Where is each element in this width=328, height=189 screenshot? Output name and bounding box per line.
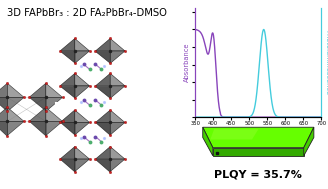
Polygon shape	[46, 97, 63, 112]
Polygon shape	[304, 127, 314, 156]
Polygon shape	[210, 129, 258, 139]
Polygon shape	[46, 107, 63, 121]
Polygon shape	[95, 86, 110, 98]
Polygon shape	[60, 147, 75, 159]
X-axis label: Wavelength (nm): Wavelength (nm)	[229, 128, 287, 134]
Polygon shape	[95, 147, 110, 159]
Polygon shape	[29, 83, 46, 97]
Polygon shape	[110, 159, 125, 172]
Polygon shape	[29, 107, 46, 121]
Polygon shape	[60, 122, 75, 135]
Polygon shape	[110, 122, 125, 135]
Polygon shape	[7, 97, 24, 112]
Polygon shape	[95, 73, 110, 86]
Polygon shape	[60, 86, 75, 98]
Polygon shape	[75, 86, 90, 98]
Polygon shape	[60, 159, 75, 172]
Polygon shape	[7, 107, 24, 121]
Polygon shape	[110, 51, 125, 64]
Polygon shape	[75, 73, 90, 86]
Polygon shape	[29, 121, 46, 136]
Polygon shape	[110, 73, 125, 86]
Polygon shape	[110, 110, 125, 122]
Polygon shape	[0, 107, 7, 121]
Polygon shape	[60, 39, 75, 51]
Polygon shape	[95, 159, 110, 172]
Polygon shape	[203, 127, 314, 148]
Polygon shape	[0, 121, 7, 136]
Polygon shape	[60, 51, 75, 64]
Polygon shape	[95, 110, 110, 122]
Polygon shape	[75, 122, 90, 135]
Polygon shape	[95, 39, 110, 51]
Text: PLQY = 35.7%: PLQY = 35.7%	[215, 170, 302, 180]
Polygon shape	[110, 147, 125, 159]
Polygon shape	[95, 51, 110, 64]
Polygon shape	[0, 83, 7, 97]
Polygon shape	[110, 86, 125, 98]
Polygon shape	[60, 73, 75, 86]
Polygon shape	[95, 122, 110, 135]
Polygon shape	[75, 159, 90, 172]
Polygon shape	[29, 97, 46, 112]
Polygon shape	[60, 110, 75, 122]
Polygon shape	[7, 121, 24, 136]
Polygon shape	[110, 39, 125, 51]
Y-axis label: Photoluminescence: Photoluminescence	[324, 30, 328, 95]
Polygon shape	[46, 83, 63, 97]
Polygon shape	[75, 39, 90, 51]
Polygon shape	[75, 110, 90, 122]
Polygon shape	[0, 97, 7, 112]
Polygon shape	[203, 127, 213, 156]
Polygon shape	[7, 83, 24, 97]
Y-axis label: Absorbance: Absorbance	[184, 43, 190, 82]
Polygon shape	[75, 51, 90, 64]
Polygon shape	[213, 148, 304, 156]
Polygon shape	[46, 121, 63, 136]
Polygon shape	[75, 147, 90, 159]
Text: 3D FAPbBr₃ : 2D FA₂PbBr₄-DMSO: 3D FAPbBr₃ : 2D FA₂PbBr₄-DMSO	[7, 8, 166, 18]
